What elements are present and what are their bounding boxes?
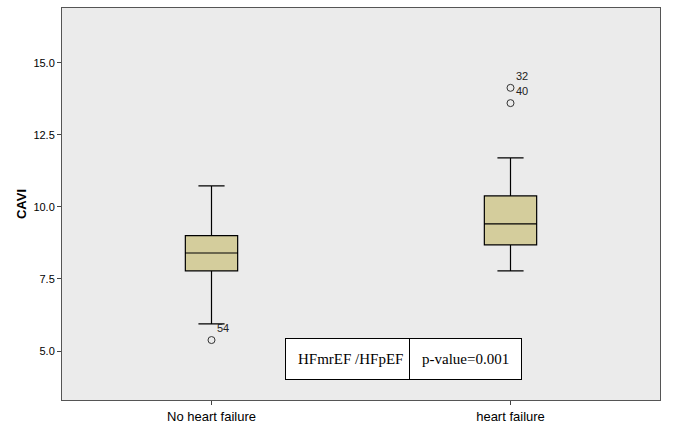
svg-text:12.5: 12.5 [33,129,54,141]
svg-text:10.0: 10.0 [33,201,54,213]
svg-text:HFmrEF /HFpEF: HFmrEF /HFpEF [298,351,403,367]
svg-text:No heart failure: No heart failure [167,409,256,424]
svg-text:CAVI: CAVI [14,189,29,219]
svg-text:32: 32 [516,70,528,82]
svg-text:54: 54 [217,322,229,334]
svg-text:7.5: 7.5 [40,273,55,285]
svg-text:5.0: 5.0 [40,345,55,357]
svg-text:15.0: 15.0 [33,57,54,69]
svg-text:40: 40 [516,85,528,97]
svg-text:p-value=0.001: p-value=0.001 [422,351,509,367]
svg-text:heart failure: heart failure [476,409,545,424]
